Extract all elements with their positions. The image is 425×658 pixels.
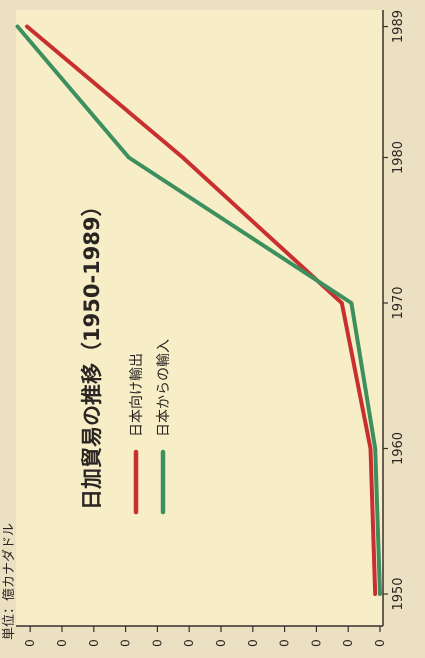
y-tick-label: 0 (309, 639, 323, 647)
y-tick-label: 0 (23, 639, 37, 647)
x-tick-label: 1950 (391, 577, 406, 610)
y-tick-label: 0 (119, 639, 133, 647)
x-axis-ticks: 1950 1960 1970 1980 1989 (383, 10, 406, 611)
x-tick-label: 1989 (391, 10, 406, 43)
legend-label: 日本向け輸出 (129, 353, 145, 437)
y-tick-label: 0 (182, 639, 196, 647)
y-tick-label: 0 (246, 639, 260, 647)
y-tick-label: 0 (55, 639, 69, 647)
y-tick-label: 0 (341, 639, 355, 647)
x-tick-label: 1970 (391, 286, 406, 319)
x-tick-label: 1960 (391, 432, 406, 465)
y-axis-ticks: 0 0 0 0 0 0 0 0 0 0 0 0 (23, 626, 387, 647)
y-tick-label: 0 (373, 639, 387, 647)
legend-label: 日本からの輸入 (156, 339, 172, 437)
unit-label: 単位：億カナダドル (1, 523, 17, 640)
y-tick-label: 0 (278, 639, 292, 647)
chart-title: 日加貿易の推移（1950-1989） (80, 195, 104, 510)
y-tick-label: 0 (87, 639, 101, 647)
y-tick-label: 0 (150, 639, 164, 647)
y-tick-label: 0 (214, 639, 228, 647)
plot-area (16, 10, 383, 626)
x-tick-label: 1980 (391, 141, 406, 174)
